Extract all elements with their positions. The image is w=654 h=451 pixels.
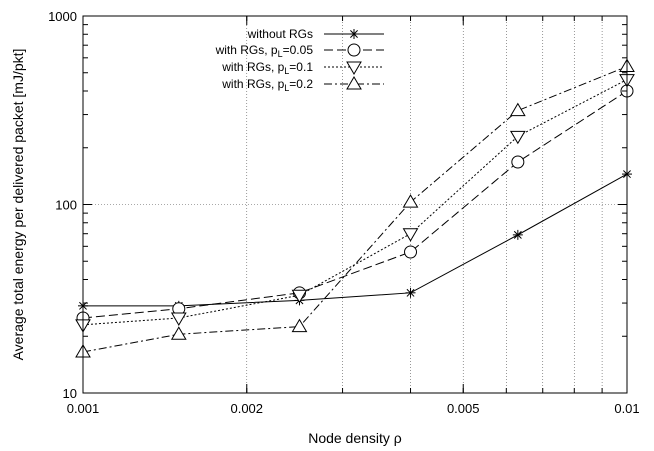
- grid-lines: [83, 16, 627, 393]
- y-tick-label: 1000: [48, 9, 77, 24]
- y-tick-label: 100: [55, 198, 77, 213]
- legend-label-sub: L: [284, 83, 289, 93]
- x-tick-label: 0.001: [67, 401, 100, 416]
- legend-label-sub: L: [284, 66, 289, 76]
- data-point: [170, 312, 187, 326]
- data-point: [291, 289, 308, 304]
- legend-entry-0: without RGs: [247, 27, 384, 41]
- legend-marker: [349, 29, 359, 39]
- legend-entry-3: with RGs, pL=0.2: [221, 76, 384, 93]
- series-line: [82, 79, 628, 326]
- data-point: [509, 102, 526, 117]
- legend-label-main: with RGs, p: [221, 77, 284, 91]
- legend-label: with RGs, pL=0.2: [221, 77, 313, 93]
- legend-marker: [346, 76, 362, 90]
- legend-label: without RGs: [247, 27, 313, 41]
- legend-label-rest: =0.2: [289, 77, 313, 91]
- data-point: [291, 318, 308, 333]
- x-tick-label: 0.01: [614, 401, 639, 416]
- legend-entry-2: with RGs, pL=0.1: [221, 60, 384, 76]
- series-layer: [75, 58, 635, 358]
- legend-label-main: with RGs, p: [215, 43, 278, 57]
- data-point: [170, 326, 187, 340]
- data-point: [405, 287, 416, 298]
- legend-label: with RGs, pL=0.05: [215, 43, 314, 59]
- axis-ticks: 10 100 1000 0.001 0.002 0.005 0.01: [48, 9, 640, 416]
- series-line: [83, 173, 628, 307]
- series-2: [75, 74, 635, 333]
- series-line: [82, 65, 628, 353]
- data-point: [402, 228, 419, 242]
- series-line: [82, 90, 628, 319]
- legend-label-main: without RGs: [247, 27, 313, 41]
- x-tick-label: 0.005: [447, 401, 480, 416]
- data-point: [509, 130, 526, 145]
- legend-label-main: with RGs, p: [221, 60, 284, 74]
- data-point: [511, 155, 525, 169]
- y-axis-label: Average total energy per delivered packe…: [10, 49, 26, 361]
- series-0: [78, 169, 632, 311]
- series-1: [76, 84, 634, 325]
- legend-label-rest: =0.05: [283, 43, 314, 57]
- legend-entry-1: with RGs, pL=0.05: [215, 43, 384, 59]
- legend-marker: [346, 61, 362, 75]
- data-point: [512, 229, 523, 240]
- x-axis-label: Node density ρ: [308, 430, 402, 446]
- legend-label-sub: L: [278, 49, 283, 59]
- data-point: [402, 194, 419, 208]
- series-3: [75, 58, 635, 358]
- legend-label: with RGs, pL=0.1: [221, 60, 313, 76]
- data-point: [404, 245, 418, 259]
- x-tick-label: 0.002: [230, 401, 263, 416]
- legend-marker: [347, 43, 361, 57]
- legend-label-rest: =0.1: [289, 60, 313, 74]
- y-tick-label: 10: [63, 386, 77, 401]
